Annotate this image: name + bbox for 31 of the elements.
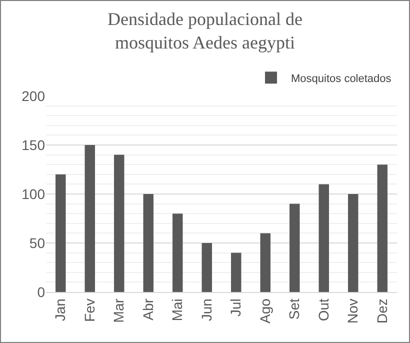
bar <box>56 174 66 292</box>
y-tick-label: 50 <box>29 234 46 251</box>
x-tick-label: Out <box>315 298 332 322</box>
bar <box>172 214 183 292</box>
x-tick-label: Abr <box>140 298 156 320</box>
x-tick-label: Nov <box>344 298 361 324</box>
y-tick-label: 0 <box>37 284 46 300</box>
y-tick-label: 150 <box>22 136 46 153</box>
x-tick-label: Ago <box>256 298 273 324</box>
x-tick-label: Mai <box>169 298 186 322</box>
x-tick-label: Jul <box>228 298 244 317</box>
x-tick-label: Mar <box>110 298 127 323</box>
bar <box>348 194 358 292</box>
legend-label: Mosquitos coletados <box>291 72 392 85</box>
x-tick-label: Set <box>286 298 302 320</box>
x-tick-label: Fev <box>81 298 98 322</box>
chart-title: Densidade populacional de mosquitos Aedes aegypti <box>108 8 302 52</box>
bar <box>84 145 95 292</box>
bar <box>202 243 212 292</box>
bar <box>318 184 329 292</box>
bar <box>231 252 242 292</box>
bar <box>143 194 154 292</box>
x-tick-label: Jun <box>198 298 214 322</box>
y-tick-label: 200 <box>22 88 46 104</box>
x-tick-label: Jan <box>52 298 68 322</box>
x-tick-label: Dez <box>374 298 390 324</box>
bar <box>377 164 388 292</box>
bar <box>290 204 300 292</box>
y-tick-label: 100 <box>22 186 46 202</box>
bar <box>260 233 270 292</box>
bar <box>114 154 124 292</box>
